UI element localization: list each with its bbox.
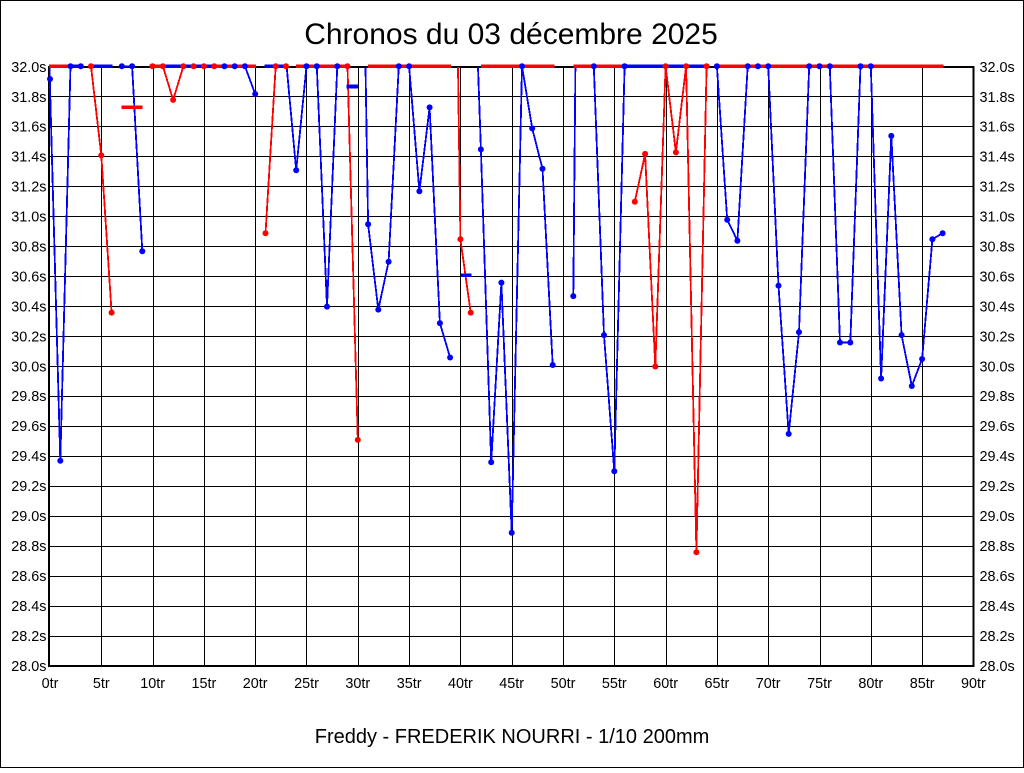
- svg-text:30.4s: 30.4s: [11, 299, 46, 315]
- svg-text:Chronos du 03 décembre 2025: Chronos du 03 décembre 2025: [304, 18, 718, 51]
- svg-text:85tr: 85tr: [910, 676, 935, 692]
- svg-text:31.6s: 31.6s: [11, 120, 46, 136]
- svg-text:28.4s: 28.4s: [11, 599, 46, 615]
- svg-text:25tr: 25tr: [294, 676, 319, 692]
- svg-text:30.6s: 30.6s: [11, 269, 46, 285]
- svg-text:35tr: 35tr: [397, 676, 422, 692]
- svg-text:29.8s: 29.8s: [11, 389, 46, 405]
- svg-text:65tr: 65tr: [704, 676, 729, 692]
- svg-text:30.8s: 30.8s: [980, 240, 1015, 256]
- svg-text:28.0s: 28.0s: [11, 659, 46, 675]
- svg-text:28.6s: 28.6s: [11, 569, 46, 585]
- svg-text:30.2s: 30.2s: [980, 329, 1015, 345]
- svg-text:45tr: 45tr: [499, 676, 524, 692]
- svg-text:29.8s: 29.8s: [980, 389, 1015, 405]
- svg-text:31.0s: 31.0s: [11, 210, 46, 226]
- svg-text:90tr: 90tr: [961, 676, 986, 692]
- svg-text:70tr: 70tr: [756, 676, 781, 692]
- svg-text:28.0s: 28.0s: [980, 659, 1015, 675]
- svg-text:28.4s: 28.4s: [980, 599, 1015, 615]
- svg-text:29.2s: 29.2s: [980, 479, 1015, 495]
- svg-text:80tr: 80tr: [858, 676, 883, 692]
- svg-text:28.8s: 28.8s: [980, 539, 1015, 555]
- svg-text:29.0s: 29.0s: [11, 509, 46, 525]
- svg-text:10tr: 10tr: [140, 676, 165, 692]
- svg-text:40tr: 40tr: [448, 676, 473, 692]
- svg-text:31.6s: 31.6s: [980, 120, 1015, 136]
- svg-text:29.0s: 29.0s: [980, 509, 1015, 525]
- svg-text:15tr: 15tr: [191, 676, 216, 692]
- svg-text:31.0s: 31.0s: [980, 210, 1015, 226]
- svg-text:31.2s: 31.2s: [980, 180, 1015, 196]
- svg-text:50tr: 50tr: [551, 676, 576, 692]
- svg-text:32.0s: 32.0s: [980, 60, 1015, 76]
- svg-text:30.4s: 30.4s: [980, 299, 1015, 315]
- svg-text:31.8s: 31.8s: [11, 90, 46, 106]
- svg-text:30.6s: 30.6s: [980, 269, 1015, 285]
- svg-text:5tr: 5tr: [93, 676, 110, 692]
- svg-text:29.2s: 29.2s: [11, 479, 46, 495]
- svg-text:30tr: 30tr: [345, 676, 370, 692]
- svg-text:30.0s: 30.0s: [11, 359, 46, 375]
- svg-text:30.2s: 30.2s: [11, 329, 46, 345]
- svg-text:28.2s: 28.2s: [11, 629, 46, 645]
- svg-text:Freddy - FREDERIK NOURRI - 1/1: Freddy - FREDERIK NOURRI - 1/10 200mm: [315, 726, 710, 748]
- svg-text:20tr: 20tr: [243, 676, 268, 692]
- svg-text:55tr: 55tr: [602, 676, 627, 692]
- svg-text:30.8s: 30.8s: [11, 240, 46, 256]
- svg-text:0tr: 0tr: [42, 676, 59, 692]
- svg-text:31.4s: 31.4s: [11, 150, 46, 166]
- svg-text:29.6s: 29.6s: [11, 419, 46, 435]
- svg-text:28.8s: 28.8s: [11, 539, 46, 555]
- svg-text:28.2s: 28.2s: [980, 629, 1015, 645]
- svg-text:28.6s: 28.6s: [980, 569, 1015, 585]
- svg-text:31.8s: 31.8s: [980, 90, 1015, 106]
- svg-text:29.6s: 29.6s: [980, 419, 1015, 435]
- svg-text:31.2s: 31.2s: [11, 180, 46, 196]
- svg-text:31.4s: 31.4s: [980, 150, 1015, 166]
- svg-text:32.0s: 32.0s: [11, 60, 46, 76]
- svg-text:75tr: 75tr: [807, 676, 832, 692]
- svg-text:60tr: 60tr: [653, 676, 678, 692]
- svg-text:30.0s: 30.0s: [980, 359, 1015, 375]
- svg-text:29.4s: 29.4s: [11, 449, 46, 465]
- svg-text:29.4s: 29.4s: [980, 449, 1015, 465]
